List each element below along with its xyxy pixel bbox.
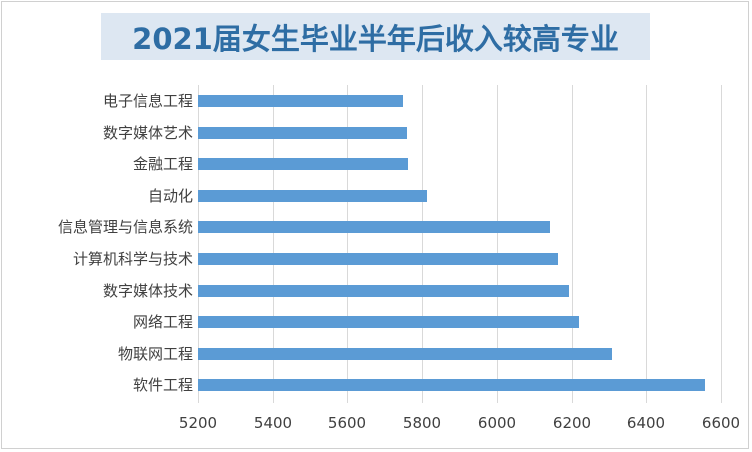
bar[interactable] (198, 190, 427, 202)
x-tick-label: 6600 (701, 414, 741, 432)
bar[interactable] (198, 379, 705, 391)
gridline (497, 85, 498, 403)
gridline (273, 85, 274, 403)
category-label: 软件工程 (132, 376, 193, 394)
category-label: 数字媒体艺术 (102, 124, 193, 142)
category-label: 电子信息工程 (102, 92, 193, 110)
bar[interactable] (198, 95, 403, 107)
bar[interactable] (198, 221, 550, 233)
x-tick-label: 6400 (626, 414, 666, 432)
category-label: 信息管理与信息系统 (57, 218, 193, 236)
chart-title: 2021届女生毕业半年后收入较高专业 (132, 21, 619, 56)
x-tick-label: 5200 (178, 414, 218, 432)
bar[interactable] (198, 158, 408, 170)
x-tick-label: 5600 (327, 414, 367, 432)
category-label: 数字媒体技术 (102, 282, 193, 300)
category-label: 自动化 (147, 187, 193, 205)
x-tick-label: 6000 (477, 414, 517, 432)
gridline (198, 85, 199, 403)
category-label: 金融工程 (132, 155, 193, 173)
bar[interactable] (198, 316, 579, 328)
category-label: 物联网工程 (117, 345, 193, 363)
x-tick-label: 5800 (402, 414, 442, 432)
x-tick-label: 6200 (552, 414, 592, 432)
bar[interactable] (198, 348, 612, 360)
gridline (646, 85, 647, 403)
gridline (347, 85, 348, 403)
bar[interactable] (198, 253, 558, 265)
gridline (721, 85, 722, 403)
category-label: 计算机科学与技术 (72, 250, 193, 268)
category-label: 网络工程 (132, 313, 193, 331)
chart-title-box: 2021届女生毕业半年后收入较高专业 (101, 13, 650, 60)
gridline (422, 85, 423, 403)
x-tick-label: 5400 (253, 414, 293, 432)
gridline (572, 85, 573, 403)
bar[interactable] (198, 127, 407, 139)
bar[interactable] (198, 285, 569, 297)
